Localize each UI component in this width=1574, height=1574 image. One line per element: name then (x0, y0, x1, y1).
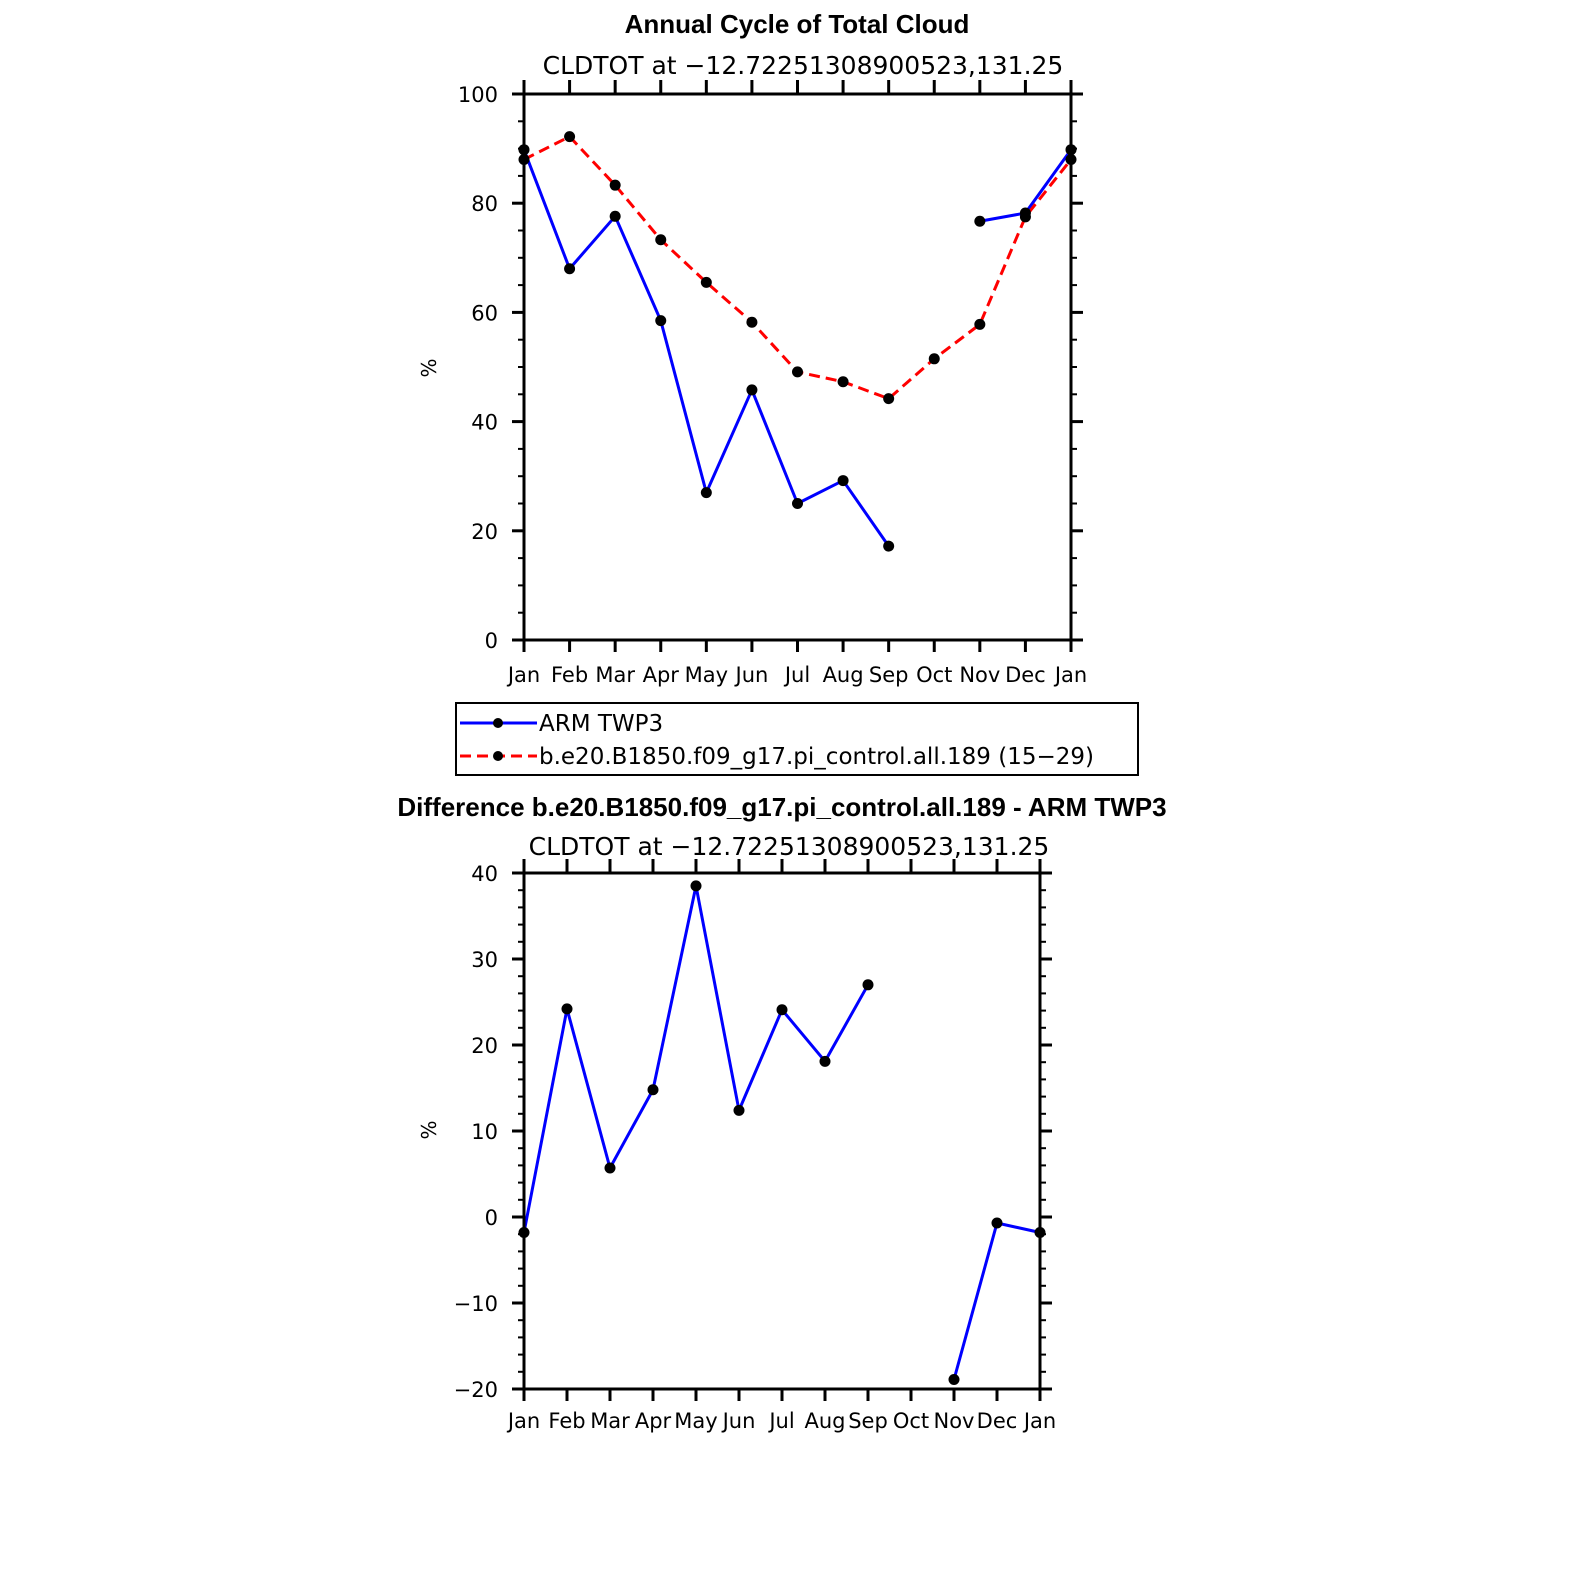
chart2-x-tick-label: Oct (893, 1409, 929, 1433)
chart2-y-tick-label: −10 (454, 1292, 498, 1316)
chart1-x-tick-label: Feb (551, 663, 588, 687)
chart2-x-tick-label: Aug (804, 1409, 845, 1433)
chart2-x-tick-label: Jan (506, 1409, 540, 1433)
chart2-series-1-point (819, 1055, 831, 1067)
chart2-x-tick-label: Feb (548, 1409, 585, 1433)
chart1-series-1-point (655, 315, 667, 327)
chart1-series-1-point (974, 215, 986, 227)
chart2-series-1-point (604, 1162, 616, 1174)
chart2-title: Difference b.e20.B1850.f09_g17.pi_contro… (397, 792, 1166, 822)
chart2-x-tick-label: Jun (721, 1409, 756, 1433)
chart1-series-2-point (746, 316, 758, 328)
chart1-x-tick-label: Jul (783, 663, 810, 687)
chart2-series-1-point (733, 1104, 745, 1116)
chart1-subtitle: CLDTOT at −12.72251308900523,131.25 (543, 51, 1064, 80)
chart1-x-tick-label: Jan (1053, 663, 1087, 687)
chart1-x-tick-label: Nov (959, 663, 1000, 687)
chart1-y-tick-label: 100 (458, 83, 498, 107)
chart1-series-1-point (609, 210, 621, 222)
chart1-series-2-point (792, 366, 803, 378)
chart1-y-axis-label: % (417, 358, 441, 377)
chart1-x-tick-label: Dec (1005, 663, 1046, 687)
chart2-plot-frame (522, 871, 1042, 1391)
chart2-series-1-point (991, 1217, 1003, 1229)
chart1-series-2-point (837, 376, 849, 388)
chart1-series-1-point (746, 384, 758, 396)
chart1-x-tick-label: Mar (595, 663, 635, 687)
chart2-x-tick-label: Apr (635, 1409, 672, 1433)
chart1-series-1-point (792, 498, 803, 509)
chart1-series-2-point (609, 179, 621, 191)
chart2-x-tick-label: Jul (767, 1409, 794, 1433)
chart1-series-1-point (564, 263, 576, 275)
legend-marker-model (493, 751, 503, 761)
chart2-x-tick-label: Nov (934, 1409, 975, 1433)
chart1-x-tick-label: Sep (869, 663, 909, 687)
chart2-series-1-point (690, 880, 702, 892)
chart2-x-tick-label: May (674, 1409, 717, 1433)
chart2-subtitle: CLDTOT at −12.72251308900523,131.25 (529, 832, 1050, 861)
chart1-series-2-point (883, 393, 895, 405)
chart2-y-axis-label: % (417, 1120, 441, 1139)
chart2-x-tick-label: Dec (977, 1409, 1018, 1433)
chart1-x-tick-label: Apr (643, 663, 680, 687)
chart2-y-tick-label: −20 (454, 1378, 498, 1402)
chart2-series-1-point (862, 979, 874, 991)
chart1-x-tick-label: May (685, 663, 728, 687)
legend-label-model: b.e20.B1850.f09_g17.pi_control.all.189 (… (539, 744, 1094, 770)
chart2-y-tick-label: 30 (471, 948, 498, 972)
chart1-y-tick-label: 40 (471, 411, 498, 435)
chart2-series-1-point (948, 1374, 960, 1386)
legend: ARM TWP3 b.e20.B1850.f09_g17.pi_control.… (455, 702, 1139, 776)
chart2-series-1-point (647, 1084, 659, 1096)
chart1-title: Annual Cycle of Total Cloud (625, 9, 970, 39)
chart2-x-tick-label: Jan (1022, 1409, 1056, 1433)
chart1-series-2-point (564, 131, 576, 143)
chart1-series-1-point (883, 540, 895, 552)
chart1-x-tick-label: Jun (734, 663, 769, 687)
chart2-y-tick-label: 40 (471, 862, 498, 886)
difference-chart: Difference b.e20.B1850.f09_g17.pi_contro… (397, 792, 1166, 1433)
chart2-series-1-point (776, 1004, 788, 1016)
chart2-y-tick-label: 10 (471, 1120, 498, 1144)
chart2-y-tick-label: 0 (485, 1206, 498, 1230)
chart1-series-2-point (700, 276, 712, 288)
chart1-series-2-point (974, 318, 986, 330)
chart1-series-2-point (928, 353, 940, 365)
chart1-series-2-point (1019, 211, 1031, 223)
chart1-y-tick-label: 0 (485, 629, 498, 653)
chart1-plot-frame (522, 92, 1073, 642)
chart1-y-tick-label: 20 (471, 520, 498, 544)
chart2-series-1-line (522, 884, 870, 1233)
legend-box (455, 702, 1139, 776)
legend-label-obs: ARM TWP3 (539, 711, 663, 737)
chart1-series-1-point (837, 475, 849, 487)
chart1-series-2-line (523, 135, 1073, 401)
chart2-x-tick-label: Mar (590, 1409, 630, 1433)
chart2-series-1-point (561, 1003, 573, 1015)
chart1-series-2-point (655, 234, 667, 246)
chart2-x-tick-label: Sep (848, 1409, 888, 1433)
legend-marker-obs (493, 718, 503, 728)
chart1-x-tick-label: Aug (823, 663, 864, 687)
chart1-x-tick-label: Oct (916, 663, 952, 687)
chart2-series-1-line (952, 1221, 1041, 1380)
chart1-x-tick-label: Jan (506, 663, 540, 687)
annual-cycle-chart: Annual Cycle of Total Cloud CLDTOT at −1… (417, 9, 1087, 687)
chart2-y-tick-label: 20 (471, 1034, 498, 1058)
chart1-series-1-point (700, 487, 712, 499)
chart1-y-tick-label: 80 (471, 192, 498, 216)
chart1-series-1-line (522, 149, 890, 547)
chart1-y-tick-label: 60 (471, 301, 498, 325)
